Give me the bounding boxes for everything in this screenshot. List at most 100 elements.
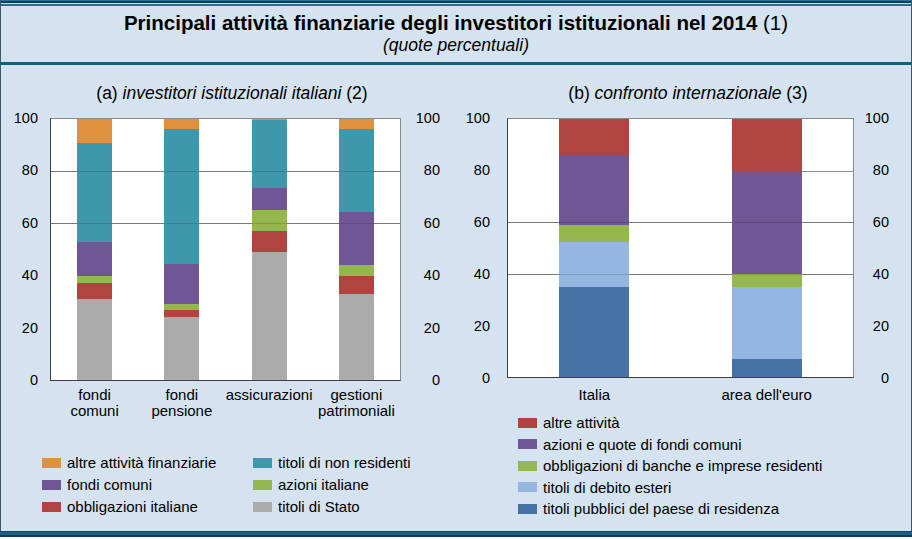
panel-b-title: (b) confronto internazionale (3) xyxy=(515,83,861,103)
legend-item-obbligazioni-italiane: obbligazioni italiane xyxy=(42,499,198,514)
bar-segment-titoli-di-non-residenti xyxy=(164,129,199,263)
panel-a-title-suffix: (2) xyxy=(341,83,367,103)
bar-segment-altre-attivit xyxy=(732,119,802,171)
legend-swatch-titoli-di-stato xyxy=(253,502,272,512)
legend-item-azioni-italiane: azioni italiane xyxy=(253,477,369,492)
legend-label: obbligazioni di banche e imprese residen… xyxy=(543,457,822,474)
category-label-fondi-pensione: pensione xyxy=(107,403,257,419)
bar-segment-obbligazioni-italiane xyxy=(339,276,374,294)
y-axis-tick-label: 20 xyxy=(446,318,490,334)
bar-segment-titoli-di-stato xyxy=(77,299,112,380)
bar-segment-titoli-di-stato xyxy=(252,252,287,380)
y-axis-tick-label: 0 xyxy=(0,372,38,388)
y-axis-tick-label: 100 xyxy=(0,110,38,126)
bar-assicurazioni xyxy=(252,119,287,380)
bar-segment-azioni-e-quote-di-fondi-comuni xyxy=(559,156,629,224)
legend-swatch-altre-attivit xyxy=(518,418,537,428)
legend-label: obbligazioni italiane xyxy=(67,498,198,515)
panel-b-title-main: confronto internazionale xyxy=(595,83,782,103)
y-axis-tick-label: 100 xyxy=(396,110,440,126)
figure: Principali attività finanziarie degli in… xyxy=(0,0,912,539)
legend-label: azioni e quote di fondi comuni xyxy=(543,436,741,453)
panel-a-plot-area xyxy=(50,118,401,381)
legend-swatch-obbligazioni-di-banche-e-imprese-residenti xyxy=(518,461,537,471)
legend-label: fondi comuni xyxy=(67,476,152,493)
chart-subtitle: (quote percentuali) xyxy=(0,36,912,55)
category-label-italia: Italia xyxy=(519,387,669,403)
y-axis-tick-label: 60 xyxy=(396,215,440,231)
gridline-overlay-60 xyxy=(51,223,400,224)
y-axis-tick-label: 0 xyxy=(446,370,490,386)
bar-segment-azioni-italiane xyxy=(77,276,112,284)
bar-segment-titoli-di-debito-esteri xyxy=(559,242,629,287)
bar-segment-obbligazioni-italiane xyxy=(77,283,112,299)
panel-b-title-suffix: (3) xyxy=(781,83,807,103)
bar-segment-titoli-di-non-residenti xyxy=(252,120,287,188)
y-axis-tick-label: 80 xyxy=(396,162,440,178)
y-axis-tick-label: 0 xyxy=(845,370,889,386)
bar-segment-altre-attivit-finanziarie xyxy=(77,119,112,142)
bar-segment-altre-attivit-finanziarie xyxy=(252,119,287,120)
panel-b-plot-area xyxy=(507,118,854,378)
bar-fondi-comuni xyxy=(77,119,112,380)
y-axis-tick-label: 20 xyxy=(396,320,440,336)
panel-a-title-prefix: (a) xyxy=(96,83,122,103)
y-axis-tick-label: 40 xyxy=(396,267,440,283)
legend-label: titoli di debito esteri xyxy=(543,479,671,496)
bar-segment-fondi-comuni xyxy=(77,242,112,276)
y-axis-tick-label: 100 xyxy=(845,110,889,126)
gridline-overlay-40 xyxy=(508,274,853,275)
bar-italia xyxy=(559,119,629,377)
y-axis-tick-label: 40 xyxy=(0,267,38,283)
y-axis-tick-label: 40 xyxy=(446,266,490,282)
legend-item-titoli-di-debito-esteri: titoli di debito esteri xyxy=(518,480,671,495)
legend-swatch-titoli-di-debito-esteri xyxy=(518,482,537,492)
title-separator-line xyxy=(0,62,912,65)
legend-swatch-titoli-di-non-residenti xyxy=(253,458,272,468)
y-axis-tick-label: 0 xyxy=(396,372,440,388)
chart-title-note: (1) xyxy=(757,11,788,34)
legend-item-obbligazioni-di-banche-e-imprese-residenti: obbligazioni di banche e imprese residen… xyxy=(518,458,822,473)
bar-segment-obbligazioni-italiane xyxy=(252,231,287,252)
legend-swatch-fondi-comuni xyxy=(42,480,61,490)
legend-label: azioni italiane xyxy=(278,476,369,493)
bar-gestioni-patrimoniali xyxy=(339,119,374,380)
legend-item-altre-attivit: altre attività xyxy=(518,415,620,430)
legend-item-fondi-comuni: fondi comuni xyxy=(42,477,152,492)
y-axis-tick-label: 20 xyxy=(0,320,38,336)
gridline-overlay-80 xyxy=(51,171,400,172)
legend-label: titoli di Stato xyxy=(278,498,360,515)
bar-segment-titoli-di-non-residenti xyxy=(77,143,112,242)
category-label-gestioni-patrimoniali: gestioni xyxy=(281,387,431,403)
panel-a-title: (a) investitori istituzionali italiani (… xyxy=(57,83,407,103)
bar-segment-titoli-di-debito-esteri xyxy=(732,287,802,359)
bar-segment-azioni-italiane xyxy=(339,265,374,275)
bar-segment-azioni-italiane xyxy=(252,210,287,231)
bar-fondi-pensione xyxy=(164,119,199,380)
panel-a-title-main: investitori istituzionali italiani xyxy=(123,83,342,103)
bar-segment-azioni-italiane xyxy=(164,304,199,309)
y-axis-tick-label: 60 xyxy=(446,214,490,230)
chart-title-text: Principali attività finanziarie degli in… xyxy=(124,11,757,34)
legend-label: titoli di non residenti xyxy=(278,454,411,471)
legend-item-altre-attivit-finanziarie: altre attività finanziarie xyxy=(42,455,216,470)
legend-item-azioni-e-quote-di-fondi-comuni: azioni e quote di fondi comuni xyxy=(518,437,741,452)
top-border-line-3 xyxy=(0,4,912,6)
bar-segment-obbligazioni-italiane xyxy=(164,310,199,318)
chart-title: Principali attività finanziarie degli in… xyxy=(0,11,912,34)
bar-segment-obbligazioni-di-banche-e-imprese-residenti xyxy=(732,274,802,287)
gridline-overlay-60 xyxy=(508,222,853,223)
bar-segment-titoli-di-stato xyxy=(164,317,199,380)
category-label-gestioni-patrimoniali: patrimoniali xyxy=(281,403,431,419)
legend-item-titoli-di-stato: titoli di Stato xyxy=(253,499,360,514)
bar-segment-titoli-di-stato xyxy=(339,294,374,380)
bar-segment-titoli-pubblici-del-paese-di-residenza xyxy=(732,359,802,377)
legend-swatch-altre-attivit-finanziarie xyxy=(42,458,61,468)
bar-segment-fondi-comuni xyxy=(164,264,199,304)
legend-swatch-azioni-italiane xyxy=(253,480,272,490)
legend-item-titoli-pubblici-del-paese-di-residenza: titoli pubblici del paese di residenza xyxy=(518,501,779,516)
panel-b-title-prefix: (b) xyxy=(568,83,594,103)
y-axis-tick-label: 80 xyxy=(0,162,38,178)
bar-segment-fondi-comuni xyxy=(339,212,374,266)
y-axis-tick-label: 60 xyxy=(0,215,38,231)
